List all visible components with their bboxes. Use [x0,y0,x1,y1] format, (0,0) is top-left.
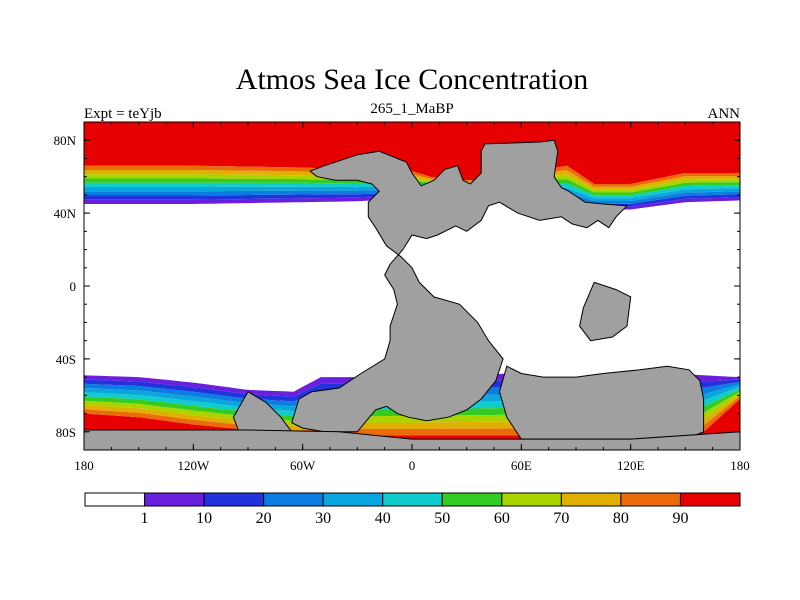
colorbar-box [441,492,503,507]
colorbar-box [144,492,205,507]
colorbar-label: 30 [315,510,331,527]
x-tick-label: 120E [617,458,645,473]
map-plot-area [84,122,740,450]
sea-ice-north-90 [84,122,740,184]
colorbar-label: 10 [196,510,212,527]
land-mass [498,365,705,440]
colorbar-label: 1 [141,510,149,527]
colorbar-box [203,492,265,507]
colorbar-box [501,492,562,507]
colorbar-box [679,492,741,507]
y-tick-label: 80N [54,133,77,148]
sea-ice-north-band [84,165,740,187]
y-tick-label: 40S [56,352,76,367]
sea-ice-north-band [84,170,740,190]
season-label: ANN [708,106,741,122]
colorbar-box [620,492,681,507]
colorbar-box [560,492,622,507]
colorbar: 1 10 20 30 40 50 60 70 80 90 [84,492,741,527]
sea-ice-north-band [84,178,740,196]
x-tick-label: 60E [511,458,532,473]
y-tick-label: 40N [54,206,77,221]
y-tick-label: 0 [70,279,77,294]
x-tick-label: 60W [290,458,316,473]
y-tick-label: 80S [56,425,76,440]
x-tick-label: 0 [409,458,416,473]
colorbar-label: 50 [434,510,450,527]
experiment-label: Expt = teYjb [84,106,162,122]
x-tick-label: 120W [177,458,210,473]
sea-ice-north-band [84,187,740,204]
sea-ice-north-band [84,185,740,201]
colorbar-box [382,492,443,507]
sea-ice-north-band [84,174,740,193]
figure-title: Atmos Sea Ice Concentration [236,63,588,96]
colorbar-label: 20 [256,510,272,527]
colorbar-box [263,492,324,507]
sea-ice-north-band [84,182,740,199]
colorbar-label: 70 [553,510,569,527]
sea-ice-south-band [84,373,740,397]
colorbar-box [322,492,384,507]
x-tick-label: 180 [74,458,94,473]
colorbar-label: 60 [494,510,510,527]
map-axes: 180 120W 60W 0 60E 120E 180 80N 40N 0 40S 80S [54,121,750,473]
land-mass [579,281,632,342]
colorbar-label: 90 [672,510,688,527]
colorbar-box [84,492,146,507]
x-tick-label: 180 [730,458,750,473]
land-mass [84,429,740,450]
land-mass [291,139,629,433]
colorbar-label: 80 [613,510,629,527]
figure-subtitle: 265_1_MaBP [370,101,453,117]
colorbar-label: 40 [375,510,391,527]
